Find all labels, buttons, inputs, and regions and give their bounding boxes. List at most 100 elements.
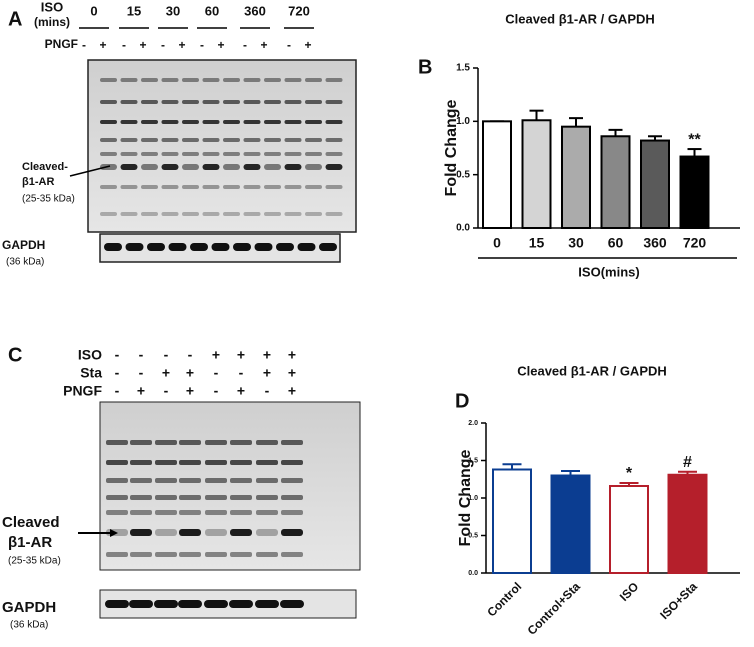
sign: + bbox=[212, 347, 220, 363]
band bbox=[141, 100, 158, 104]
band bbox=[264, 212, 281, 216]
band bbox=[305, 212, 322, 216]
band bbox=[161, 120, 179, 124]
band bbox=[182, 212, 199, 216]
band bbox=[281, 510, 303, 515]
band bbox=[230, 460, 252, 465]
band bbox=[161, 185, 179, 189]
band bbox=[281, 552, 303, 557]
bar bbox=[640, 139, 670, 230]
sign: - bbox=[115, 383, 120, 399]
band bbox=[223, 78, 240, 82]
y-tick-label: 0.0 bbox=[456, 223, 470, 234]
band bbox=[223, 152, 240, 156]
x-tick-label: ISO bbox=[617, 579, 642, 604]
band bbox=[305, 185, 322, 189]
panel-label: B bbox=[418, 56, 432, 78]
sign: + bbox=[137, 383, 145, 399]
band bbox=[281, 495, 303, 500]
band bbox=[264, 185, 281, 189]
pngf-sign: - bbox=[243, 38, 247, 52]
band bbox=[120, 78, 138, 82]
band bbox=[256, 460, 278, 465]
bar bbox=[667, 473, 708, 574]
time-label: 15 bbox=[127, 3, 141, 18]
band bbox=[305, 120, 322, 124]
band bbox=[223, 164, 240, 170]
y-tick-label: 1.0 bbox=[468, 495, 478, 502]
band bbox=[281, 460, 303, 465]
pngf-sign: - bbox=[122, 38, 126, 52]
band bbox=[182, 78, 199, 82]
sign: - bbox=[139, 347, 144, 363]
band bbox=[100, 152, 117, 156]
band bbox=[264, 138, 281, 142]
band bbox=[130, 495, 152, 500]
sign: - bbox=[188, 347, 193, 363]
sign: - bbox=[239, 365, 244, 381]
band-label: β1-AR bbox=[22, 176, 54, 188]
band bbox=[182, 100, 199, 104]
band bbox=[100, 185, 117, 189]
band bbox=[120, 185, 138, 189]
band bbox=[120, 120, 138, 124]
arrow-head bbox=[110, 529, 118, 537]
band bbox=[223, 120, 240, 124]
band bbox=[281, 440, 303, 445]
band bbox=[284, 212, 302, 216]
band bbox=[243, 212, 261, 216]
band bbox=[325, 185, 343, 189]
gapdh-bands bbox=[105, 600, 304, 608]
band bbox=[202, 164, 220, 170]
blot bbox=[99, 401, 361, 571]
band bbox=[100, 138, 117, 142]
sign: - bbox=[115, 365, 120, 381]
band bbox=[205, 529, 227, 536]
sign: - bbox=[139, 365, 144, 381]
band bbox=[230, 495, 252, 500]
band bbox=[155, 495, 177, 500]
time-label: 60 bbox=[205, 3, 219, 18]
band bbox=[204, 600, 228, 608]
band bbox=[243, 78, 261, 82]
band bbox=[130, 552, 152, 557]
x-tick-label: Control bbox=[484, 579, 524, 619]
band bbox=[141, 185, 158, 189]
band bbox=[130, 460, 152, 465]
band bbox=[305, 100, 322, 104]
band bbox=[106, 460, 128, 465]
band bbox=[230, 440, 252, 445]
sign: + bbox=[186, 383, 194, 399]
band bbox=[243, 138, 261, 142]
band bbox=[256, 440, 278, 445]
band bbox=[230, 529, 252, 536]
pngf-sign: + bbox=[139, 38, 146, 52]
band bbox=[319, 243, 337, 251]
band bbox=[182, 185, 199, 189]
band bbox=[325, 164, 343, 170]
band bbox=[106, 552, 128, 557]
band bbox=[179, 460, 201, 465]
sign: + bbox=[288, 347, 296, 363]
band bbox=[205, 495, 227, 500]
band bbox=[141, 212, 158, 216]
bar bbox=[482, 120, 512, 229]
row-label: Sta bbox=[80, 365, 102, 381]
band bbox=[230, 510, 252, 515]
band bbox=[141, 120, 158, 124]
pngf-sign: + bbox=[217, 38, 224, 52]
bar bbox=[679, 155, 710, 230]
band bbox=[202, 78, 220, 82]
sign: - bbox=[214, 383, 219, 399]
band bbox=[161, 152, 179, 156]
band bbox=[284, 185, 302, 189]
sign: - bbox=[265, 383, 270, 399]
pngf-sign: - bbox=[200, 38, 204, 52]
x-tick-label: 30 bbox=[568, 235, 584, 251]
band bbox=[305, 78, 322, 82]
pngf-sign: - bbox=[161, 38, 165, 52]
band bbox=[161, 78, 179, 82]
band bbox=[120, 100, 138, 104]
y-tick-label: 0.0 bbox=[468, 570, 478, 577]
band bbox=[161, 212, 179, 216]
